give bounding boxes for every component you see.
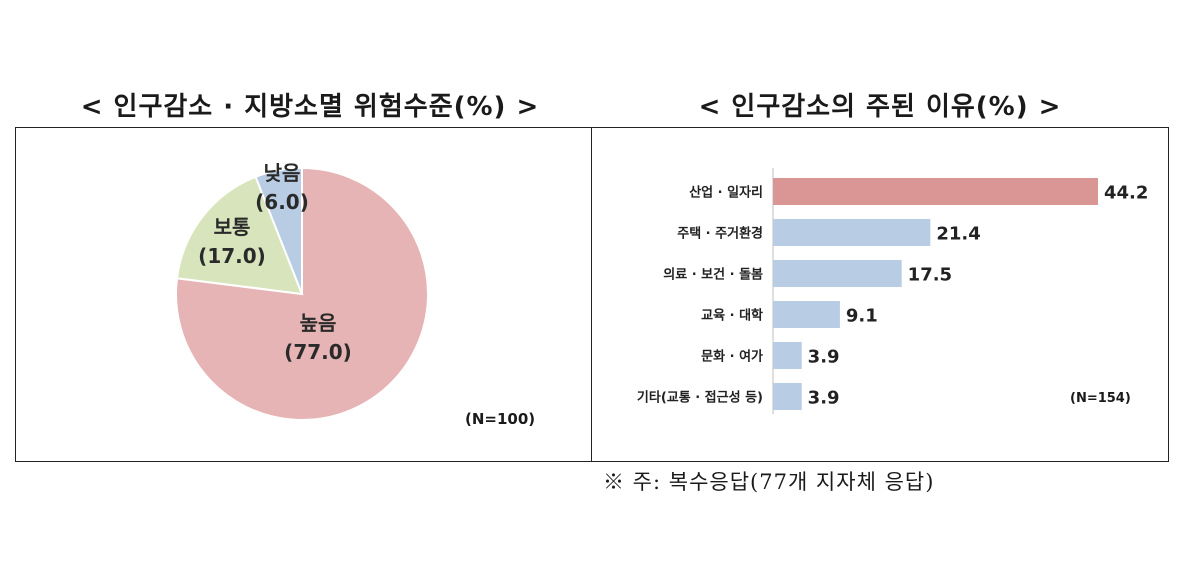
bar-value-label: 44.2 (1104, 183, 1148, 204)
bar-category-label: 산업 · 일자리 (689, 185, 763, 201)
pie-slice-name: 낮음 (264, 161, 301, 185)
bar-category-label: 교육 · 대학 (701, 308, 763, 324)
bar-sample-size: (N=154) (1070, 391, 1131, 406)
pie-chart-title: < 인구감소 · 지방소멸 위험수준(%) > (80, 92, 540, 122)
pie-slice-value: (77.0) (284, 340, 352, 364)
pie-sample-size: (N=100) (465, 410, 536, 428)
pie-slice-1 (175, 166, 429, 421)
bar-value-label: 17.5 (908, 265, 952, 286)
footnote: ※ 주: 복수응답(77개 지자체 응답) (603, 470, 935, 494)
bar-5 (773, 342, 802, 369)
bar-4 (773, 301, 840, 328)
pie-slice-value: (6.0) (255, 190, 309, 214)
bar-1 (773, 178, 1098, 205)
bar-6 (773, 383, 802, 410)
bar-value-label: 21.4 (936, 224, 980, 245)
bar-category-label: 의료 · 보건 · 돌봄 (663, 267, 763, 283)
bar-chart-title: < 인구감소의 주된 이유(%) > (698, 92, 1062, 122)
bar-category-label: 기타(교통 · 접근성 등) (637, 390, 763, 406)
bar-3 (773, 260, 902, 287)
pie-slice-2 (175, 175, 304, 296)
bar-value-label: 9.1 (846, 306, 878, 327)
bar-value-label: 3.9 (808, 347, 840, 368)
bar-chart-panel (591, 127, 1169, 462)
pie-slice-name: 높음 (300, 311, 337, 335)
bar-2 (773, 219, 931, 246)
bar-category-label: 문화 · 여가 (701, 349, 763, 365)
pie-slice-name: 보통 (214, 215, 251, 239)
bar-value-label: 3.9 (808, 388, 840, 409)
bar-category-label: 주택 · 주거환경 (677, 226, 763, 242)
pie-slice-value: (17.0) (198, 244, 266, 268)
pie-slice-3 (254, 166, 303, 295)
